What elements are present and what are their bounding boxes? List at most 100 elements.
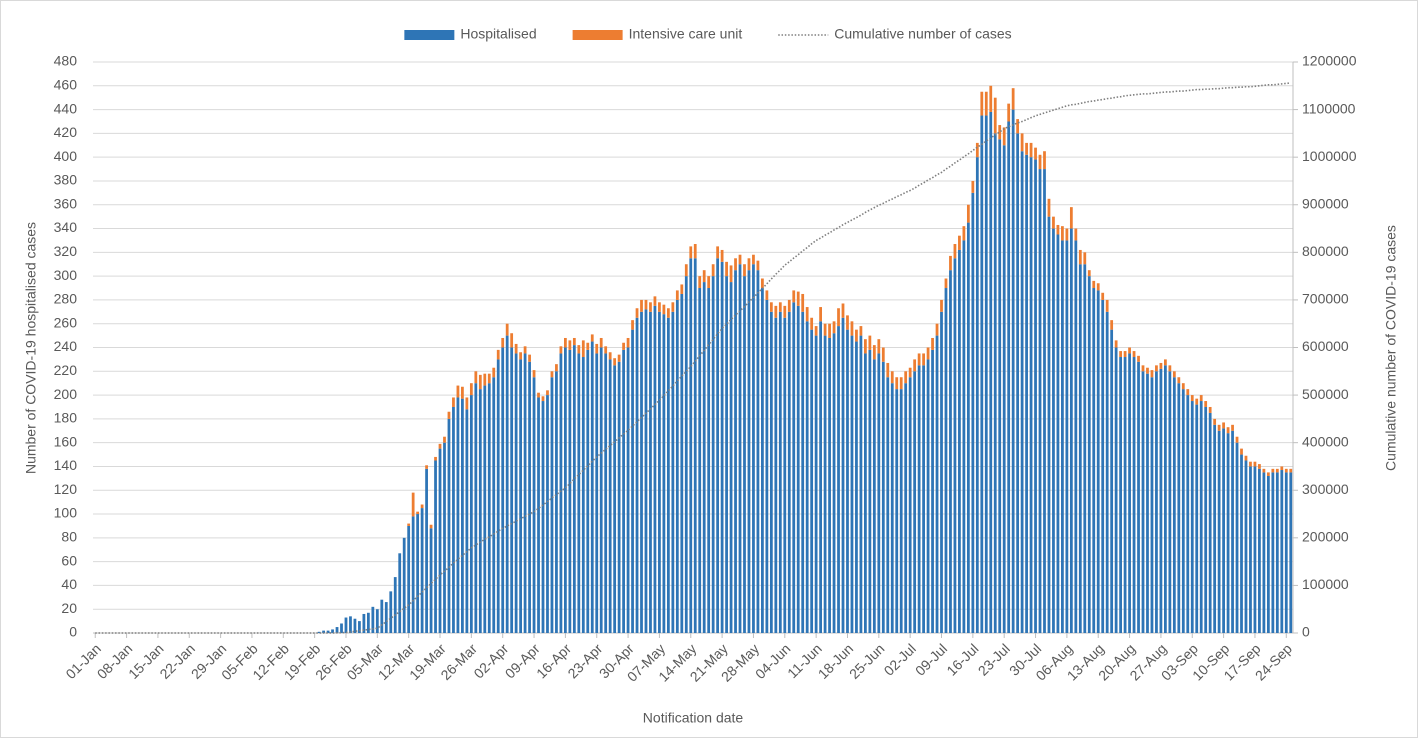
bar-segment [550, 377, 554, 633]
y2-axis-title: Cumulative number of COVID-19 cases [1383, 225, 1399, 471]
cumulative-line [95, 82, 1291, 634]
bar-segment [899, 377, 903, 390]
bar-segment [519, 352, 522, 360]
bar-segment [411, 516, 415, 633]
bar-segment [398, 553, 402, 633]
bar-segment [805, 321, 809, 633]
bar-segment [810, 317, 814, 330]
bar-segment [1101, 299, 1105, 633]
bar-segment [738, 264, 742, 633]
bar-segment [622, 349, 625, 633]
bar-segment [1217, 424, 1221, 431]
bar-segment [1168, 365, 1172, 372]
bar-segment [1204, 401, 1208, 407]
bar-segment [1240, 454, 1243, 633]
bar-segment [1016, 133, 1020, 633]
bar-segment [1132, 357, 1136, 633]
y2-tick-label: 600000 [1302, 338, 1349, 354]
bar-segment [756, 260, 760, 271]
bar-segment [581, 357, 585, 633]
bar-segment [734, 258, 737, 271]
bar-segment [671, 302, 675, 312]
bar-segment [1226, 433, 1230, 633]
bar-segment [989, 85, 993, 112]
bar-segment [899, 389, 903, 633]
bar-segment [662, 314, 666, 633]
bar-segment [792, 290, 796, 303]
bar-segment [577, 353, 581, 633]
bar-segment [1226, 427, 1230, 434]
bar-segment [1083, 264, 1087, 633]
bar-segment [532, 370, 536, 378]
bar-segment [1038, 154, 1042, 170]
y-tick-label: 360 [54, 195, 78, 211]
bar-segment [931, 349, 934, 633]
bar-segment [1199, 401, 1203, 633]
bar-segment [371, 606, 375, 633]
bar-segment [752, 264, 755, 633]
bar-segment [1195, 404, 1199, 633]
bar-segment [559, 353, 563, 633]
bar-segment [765, 290, 769, 300]
bar-segment [738, 254, 742, 265]
y-tick-label: 220 [54, 362, 78, 378]
bar-segment [1110, 320, 1114, 330]
bar-segment [608, 352, 612, 360]
bar-segment [1244, 460, 1248, 633]
bar-segment [734, 270, 737, 633]
bar-segment [711, 264, 715, 277]
y2-tick-label: 700000 [1302, 291, 1349, 307]
bar-segment [980, 115, 984, 633]
bar-segment [743, 264, 746, 277]
bar-segment [452, 397, 455, 407]
bar-segment [380, 599, 384, 633]
bar-segment [1181, 389, 1185, 633]
bar-segment [492, 377, 496, 633]
bar-segment [528, 354, 531, 362]
bar-segment [1155, 371, 1158, 633]
bar-segment [881, 347, 885, 362]
y2-tick-label: 400000 [1302, 433, 1349, 449]
bar-segment [761, 288, 764, 633]
bar-segment [1007, 121, 1011, 634]
bar-segment [631, 320, 634, 330]
bar-segment [1020, 133, 1024, 152]
bar-segment [505, 323, 509, 336]
bar-segment [322, 630, 325, 633]
bar-segment [326, 630, 330, 633]
bar-segment [335, 627, 339, 633]
bar-segment [792, 302, 796, 633]
bar-segment [1164, 359, 1167, 366]
bar-segment [850, 321, 854, 336]
bar-segment [581, 340, 585, 358]
bar-segment [429, 528, 433, 633]
y-tick-label: 40 [61, 576, 77, 592]
bar-segment [940, 299, 943, 312]
bar-segment [1025, 142, 1028, 155]
bar-segment [1253, 466, 1257, 633]
bar-segment [841, 317, 845, 633]
bar-segment [949, 270, 952, 633]
y-tick-label: 160 [54, 433, 78, 449]
bar-segment [1177, 377, 1181, 384]
bar-segment [783, 317, 787, 633]
legend-label: Intensive care unit [629, 26, 743, 42]
bar-segment [787, 299, 791, 312]
y-tick-label: 380 [54, 172, 78, 188]
bar-segment [716, 246, 720, 259]
bar-segment [1284, 472, 1288, 633]
bar-segment [653, 296, 657, 306]
bar-segment [331, 629, 334, 633]
bar-segment [1213, 424, 1217, 633]
y-tick-label: 260 [54, 314, 78, 330]
bar-segment [1186, 389, 1190, 396]
bar-segment [855, 341, 858, 633]
bar-segment [859, 326, 863, 336]
bar-segment [505, 335, 509, 633]
y-tick-label: 320 [54, 243, 78, 259]
bar-segment [613, 358, 617, 366]
bar-segment [1101, 292, 1105, 300]
bar-segment [787, 311, 791, 633]
bar-segment [384, 602, 388, 633]
bar-segment [528, 361, 531, 633]
